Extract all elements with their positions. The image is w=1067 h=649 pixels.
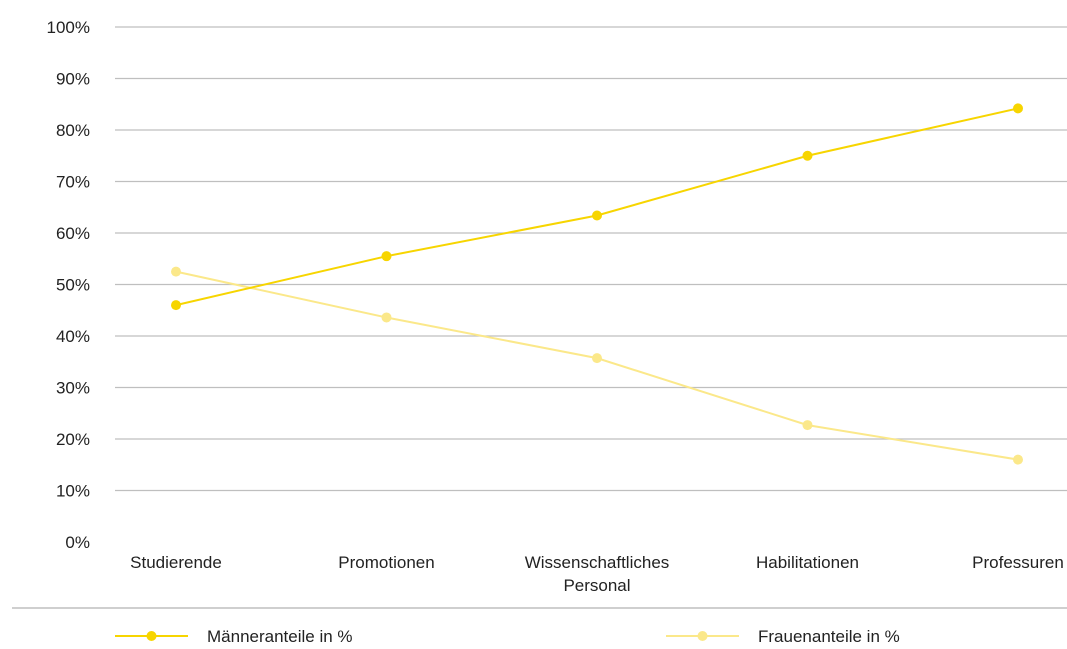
- data-point: [171, 266, 181, 277]
- legend-marker: [146, 631, 157, 641]
- data-point: [1013, 454, 1023, 465]
- series-line: [175, 270, 1019, 461]
- legend-label: Frauenanteile in %: [758, 627, 900, 646]
- x-tick-label: Promotionen: [338, 553, 434, 572]
- series-line: [175, 107, 1019, 307]
- data-point: [802, 150, 813, 161]
- data-point: [381, 312, 392, 323]
- x-tick-label: Studierende: [130, 553, 222, 572]
- x-axis-tick-labels: Studierende Promotionen Wissenschaftliches…: [130, 553, 1064, 595]
- x-tick-label: Professuren: [972, 553, 1064, 572]
- y-tick-label: 70%: [56, 173, 90, 192]
- data-point: [381, 251, 392, 262]
- y-tick-label: 50%: [56, 276, 90, 295]
- series-points: [171, 103, 1023, 465]
- legend-marker: [697, 631, 708, 641]
- y-tick-label: 60%: [56, 224, 90, 243]
- y-tick-label: 100%: [47, 18, 90, 37]
- data-point: [171, 300, 181, 311]
- y-tick-label: 20%: [56, 430, 90, 449]
- y-axis-tick-labels: 0% 10% 20% 30% 40% 50% 60% 70% 80% 90% 100%: [47, 18, 90, 552]
- grid-lines: [115, 26, 1067, 492]
- x-tick-label: Habilitationen: [756, 553, 859, 572]
- data-point: [802, 420, 813, 431]
- y-tick-label: 40%: [56, 327, 90, 346]
- legend-label: Männeranteile in %: [207, 627, 353, 646]
- data-point: [1013, 103, 1023, 114]
- data-point: [592, 353, 602, 364]
- y-tick-label: 30%: [56, 379, 90, 398]
- x-tick-label: Wissenschaftliches Personal: [525, 553, 670, 595]
- y-tick-label: 80%: [56, 121, 90, 140]
- y-tick-label: 10%: [56, 482, 90, 501]
- y-tick-label: 90%: [56, 70, 90, 89]
- legend: Männeranteile in % Frauenanteile in %: [115, 627, 900, 646]
- y-tick-label: 0%: [65, 533, 90, 552]
- data-point: [592, 210, 602, 221]
